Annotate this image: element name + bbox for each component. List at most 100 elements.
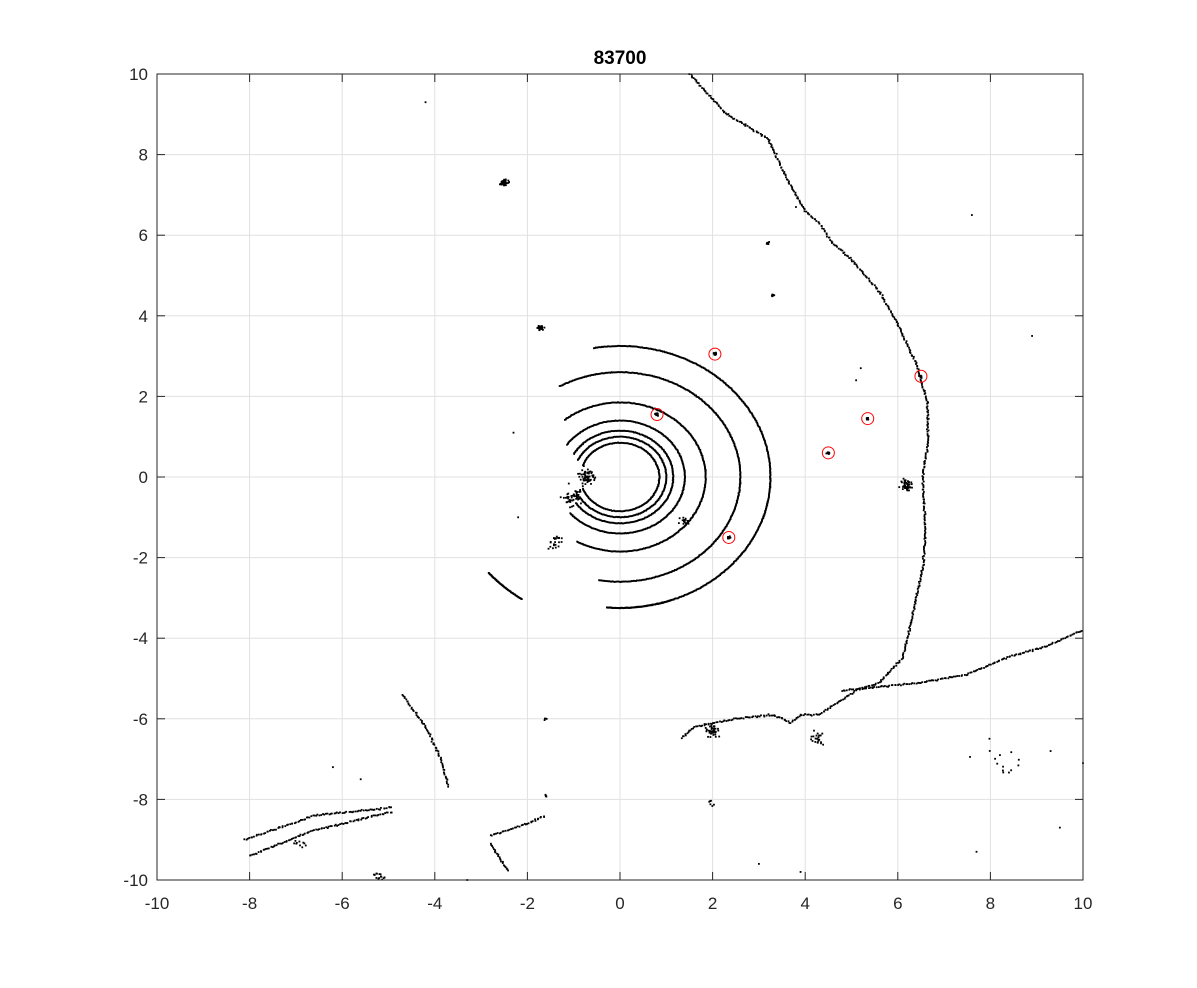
scan-point xyxy=(634,402,637,405)
scan-point xyxy=(636,605,639,608)
scan-point xyxy=(947,677,950,680)
scan-point xyxy=(594,346,597,349)
scan-point xyxy=(871,684,874,687)
scan-point xyxy=(597,434,599,436)
scan-point xyxy=(651,406,654,409)
scan-point xyxy=(695,588,698,591)
scan-point xyxy=(436,749,439,752)
scan-point xyxy=(602,445,605,447)
scan-point xyxy=(639,518,642,521)
scan-point xyxy=(1071,633,1074,636)
scan-point xyxy=(797,197,800,200)
scan-point xyxy=(298,840,301,843)
scan-point xyxy=(918,580,920,583)
scan-point xyxy=(430,740,433,743)
scan-point xyxy=(627,430,630,432)
scan-point xyxy=(1075,631,1078,634)
scan-point xyxy=(612,516,615,518)
scan-point xyxy=(653,511,656,514)
scan-point xyxy=(661,377,663,380)
scan-point xyxy=(703,488,706,491)
scan-point xyxy=(887,685,890,688)
scan-point xyxy=(545,717,548,720)
scan-point xyxy=(709,722,712,725)
scan-point xyxy=(926,407,929,410)
scan-point xyxy=(579,506,582,509)
scan-point xyxy=(263,848,266,851)
scan-point xyxy=(366,816,368,819)
scan-point xyxy=(671,466,674,469)
scan-point xyxy=(631,443,634,446)
scan-point xyxy=(620,522,623,524)
scan-point xyxy=(628,401,631,404)
scan-point xyxy=(707,369,710,372)
scan-point xyxy=(922,495,924,497)
scan-point xyxy=(923,518,926,521)
scan-point xyxy=(606,521,609,523)
scan-point xyxy=(702,87,705,90)
scan-point xyxy=(923,513,926,516)
scan-point xyxy=(770,714,773,717)
scan-point xyxy=(246,837,249,840)
scan-point xyxy=(568,500,571,503)
scan-point xyxy=(656,602,659,605)
scan-point xyxy=(861,272,864,275)
scan-point xyxy=(909,625,911,627)
scan-point xyxy=(713,578,716,580)
scan-point xyxy=(281,842,284,844)
scan-point xyxy=(604,372,607,374)
scan-point xyxy=(583,376,586,378)
scan-point xyxy=(531,820,534,823)
scan-point xyxy=(619,550,622,553)
scan-point xyxy=(316,813,319,816)
scan-point xyxy=(564,418,566,421)
scan-point xyxy=(898,659,901,662)
scan-point xyxy=(297,820,300,823)
scan-point xyxy=(693,393,696,396)
scan-point xyxy=(593,442,596,445)
scan-point xyxy=(302,833,305,836)
scan-point xyxy=(629,550,632,552)
x-tick-label: 4 xyxy=(800,894,809,913)
scan-point xyxy=(768,714,771,717)
scan-point xyxy=(681,490,684,493)
scan-point xyxy=(616,401,619,404)
scan-point xyxy=(575,494,578,496)
y-tick-label: 6 xyxy=(139,226,148,245)
scan-point xyxy=(783,171,786,173)
scan-point xyxy=(785,720,788,723)
scan-point xyxy=(429,733,432,736)
scan-point xyxy=(655,463,657,465)
scan-point xyxy=(639,529,642,532)
scan-point xyxy=(860,269,863,272)
scan-point xyxy=(624,419,627,422)
scan-point xyxy=(739,482,742,485)
scan-point xyxy=(843,697,846,700)
scan-point xyxy=(581,475,584,478)
scan-point xyxy=(834,703,836,705)
scan-point xyxy=(652,448,655,451)
scan-point xyxy=(842,252,845,254)
scan-point xyxy=(887,307,890,310)
scan-point xyxy=(547,547,550,550)
scan-point xyxy=(390,811,393,814)
scan-point xyxy=(714,727,717,730)
scan-point xyxy=(586,480,589,483)
scan-point xyxy=(674,354,677,357)
scan-point xyxy=(621,419,624,422)
scan-point xyxy=(267,847,270,850)
scan-point xyxy=(613,581,616,583)
scan-point xyxy=(769,475,771,478)
scan-point xyxy=(635,403,638,405)
scan-point xyxy=(1010,769,1013,772)
scan-point xyxy=(503,184,505,187)
scan-point xyxy=(585,375,588,378)
scan-point xyxy=(632,514,634,517)
scan-point xyxy=(812,713,815,716)
scan-point xyxy=(554,543,557,546)
scan-point xyxy=(924,541,927,544)
scan-point xyxy=(765,506,768,509)
scan-point xyxy=(623,510,626,512)
scan-point xyxy=(610,532,613,534)
y-tick-label: -6 xyxy=(133,710,148,729)
